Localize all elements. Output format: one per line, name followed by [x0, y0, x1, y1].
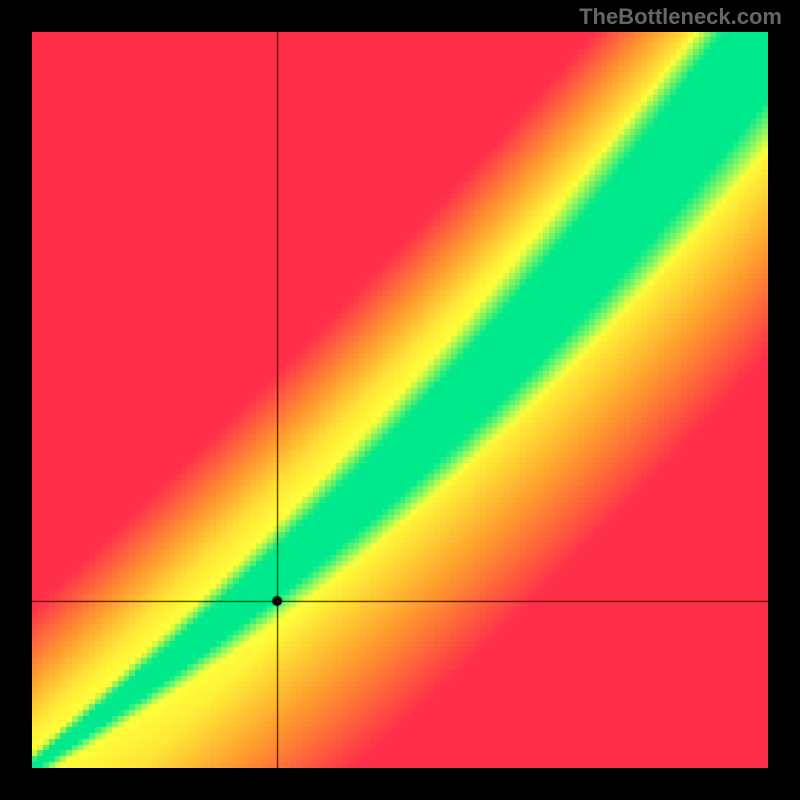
bottleneck-heatmap — [32, 32, 768, 768]
chart-container: TheBottleneck.com — [0, 0, 800, 800]
attribution-watermark: TheBottleneck.com — [579, 4, 782, 30]
